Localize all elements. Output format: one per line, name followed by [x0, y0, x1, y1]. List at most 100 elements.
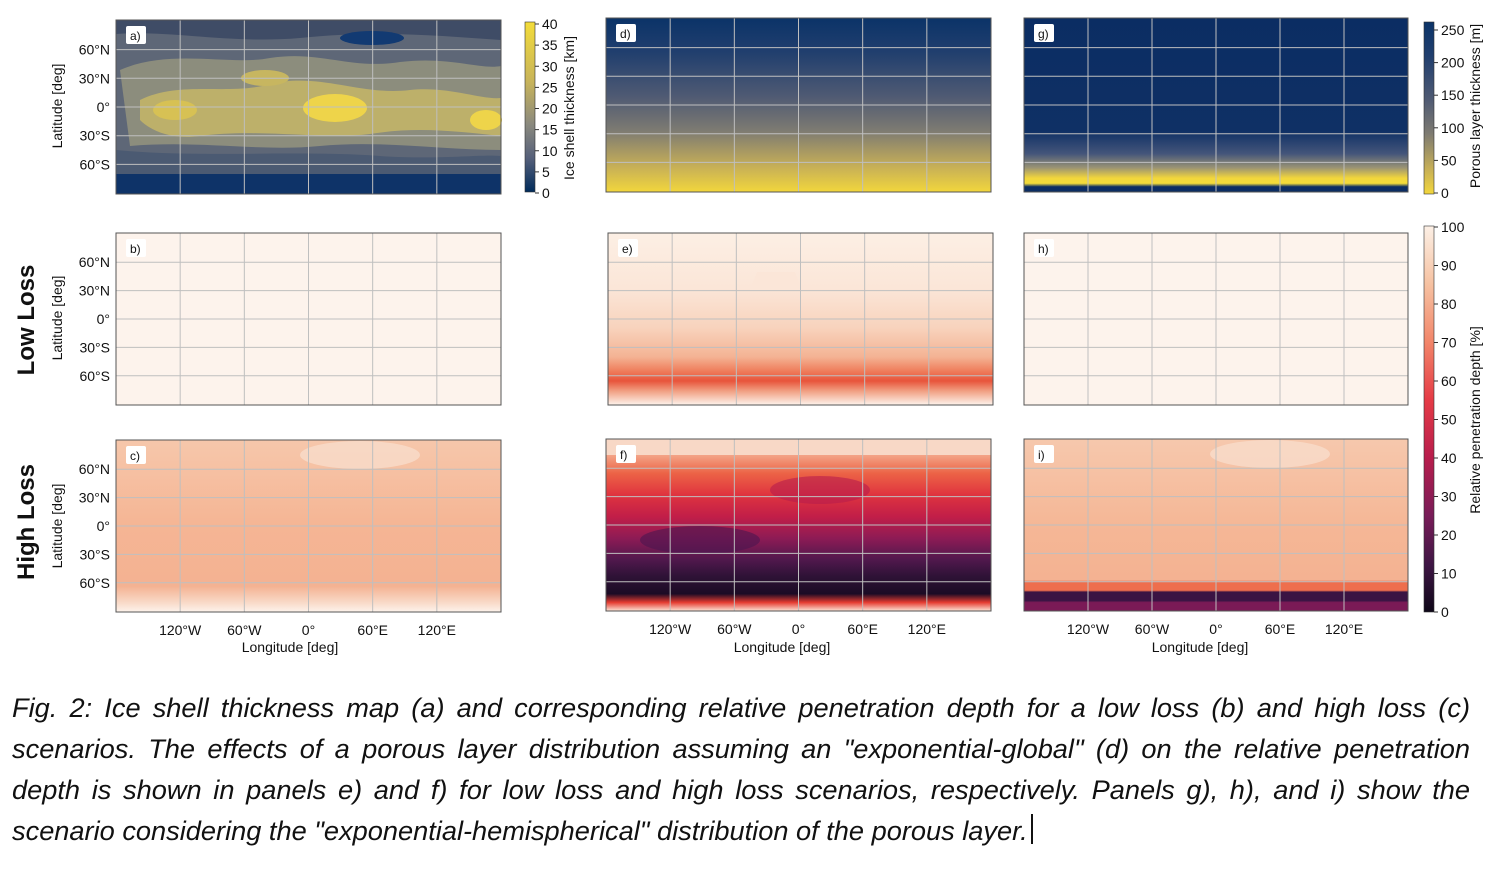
- lon-tick-label: 120°W: [1067, 621, 1110, 637]
- panel-frame: [1023, 232, 1409, 406]
- lon-tick-label: 120°W: [159, 622, 202, 638]
- colorbar-tick-label: 80: [1441, 296, 1457, 312]
- panel-letter-i: i): [1038, 448, 1045, 462]
- colorbar-penetration-label: Relative penetration depth [%]: [1467, 326, 1483, 514]
- lat-tick-labels: 60°N 30°N 0° 30°S 60°S 60°N 30°N 0° 30°S 60°S 60°N…: [79, 42, 110, 591]
- panel-letter-f: f): [620, 448, 627, 462]
- panel-letter-c: c): [130, 449, 140, 463]
- colorbar-tick-label: 25: [542, 79, 558, 95]
- lon-tick-label: 0°: [792, 621, 805, 637]
- lat-tick-label: 30°N: [79, 70, 110, 86]
- colorbar-tick-label: 40: [1441, 450, 1457, 466]
- lon-tick-label: 120°E: [908, 621, 946, 637]
- lon-tick-label: 120°E: [418, 622, 456, 638]
- panel-letter-badge: [616, 445, 636, 463]
- lat-tick-label: 60°N: [79, 254, 110, 270]
- colorbar-tick-label: 0: [1441, 185, 1449, 201]
- panel-letter-g: g): [1038, 27, 1049, 41]
- ylabel-a: Latitude [deg]: [49, 64, 65, 149]
- text-cursor: [1030, 814, 1033, 845]
- colorbar-ice: 40 35 30 25 20 15 10 5 0 Ice shell thickness [km…: [524, 16, 577, 201]
- panel-frame: [1023, 438, 1409, 612]
- x-axis-labels: Longitude [deg] Longitude [deg] Longitud…: [242, 639, 1249, 655]
- panel-letter-h: h): [1038, 242, 1049, 256]
- colorbar-tick-label: 90: [1441, 258, 1457, 274]
- row-label-high-loss: High Loss: [13, 464, 40, 580]
- ylabel-b: Latitude [deg]: [49, 276, 65, 361]
- figure: Low Loss High Loss: [13, 16, 1483, 655]
- panel-letter-badge: [126, 239, 146, 257]
- lat-tick-label: 30°N: [79, 490, 110, 506]
- panel-letter-d: d): [620, 27, 631, 41]
- panel-letter-badge: [618, 239, 638, 257]
- lon-tick-label: 0°: [1209, 621, 1222, 637]
- xlabel-2: Longitude [deg]: [734, 639, 831, 655]
- lat-tick-label: 60°S: [79, 156, 110, 172]
- colorbar-tick-label: 30: [1441, 489, 1457, 505]
- colorbar-tick-label: 10: [542, 143, 558, 159]
- panel-letter-badge: [126, 446, 146, 464]
- caption-text: Fig. 2: Ice shell thickness map (a) and …: [12, 692, 1470, 847]
- panel-letter-a: a): [130, 29, 141, 43]
- colorbar-tick-label: 60: [1441, 373, 1457, 389]
- xlabel-3: Longitude [deg]: [1152, 639, 1249, 655]
- xlabel-1: Longitude [deg]: [242, 639, 339, 655]
- y-axis-labels: Latitude [deg] Latitude [deg] Latitude […: [49, 64, 65, 569]
- colorbar-tick-label: 20: [542, 101, 558, 117]
- panel-letter-badge: [1034, 239, 1054, 257]
- lon-tick-label: 0°: [302, 622, 315, 638]
- colorbar-tick-label: 0: [542, 185, 550, 201]
- colorbar-tick-label: 50: [1441, 412, 1457, 428]
- lat-tick-label: 30°S: [79, 128, 110, 144]
- lat-tick-label: 30°S: [79, 339, 110, 355]
- lat-tick-label: 0°: [97, 311, 110, 327]
- colorbar-tick-label: 40: [542, 16, 558, 32]
- lat-tick-label: 30°S: [79, 546, 110, 562]
- lon-tick-label: 60°E: [847, 621, 878, 637]
- lat-tick-label: 60°S: [79, 368, 110, 384]
- colorbar-tick-label: 100: [1441, 219, 1465, 235]
- panel-frame: [115, 439, 502, 613]
- panel-letter-badge: [1034, 24, 1054, 42]
- colorbar-tick-label: 150: [1441, 87, 1465, 103]
- colorbar-tick-label: 30: [542, 58, 558, 74]
- lat-tick-label: 60°S: [79, 575, 110, 591]
- lon-tick-labels: 120°W 60°W 0° 60°E 120°E 120°W 60°W 0° 60°E 120°E…: [159, 621, 1363, 638]
- colorbar-tick-label: 10: [1441, 566, 1457, 582]
- colorbar-tick-label: 5: [542, 164, 550, 180]
- colorbar-porous-label: Porous layer thickness [m]: [1467, 24, 1483, 188]
- colorbar-tick-label: 70: [1441, 335, 1457, 351]
- lat-tick-label: 60°N: [79, 461, 110, 477]
- row-label-low-loss: Low Loss: [13, 265, 40, 376]
- lon-tick-label: 60°E: [1265, 621, 1296, 637]
- panel-letter-b: b): [130, 242, 141, 256]
- colorbar-tick-label: 20: [1441, 527, 1457, 543]
- lon-tick-label: 120°W: [649, 621, 692, 637]
- ylabel-c: Latitude [deg]: [49, 484, 65, 569]
- lon-tick-label: 60°W: [717, 621, 752, 637]
- lon-tick-label: 60°E: [357, 622, 388, 638]
- colorbar-tick-label: 0: [1441, 604, 1449, 620]
- colorbar-tick-label: 35: [542, 37, 558, 53]
- panel-frame: [115, 19, 502, 195]
- grid-lines: [115, 17, 1409, 613]
- panel-frame: [607, 232, 994, 406]
- lat-tick-label: 0°: [97, 99, 110, 115]
- panel-letter-e: e): [622, 242, 633, 256]
- lon-tick-label: 120°E: [1325, 621, 1363, 637]
- lat-tick-label: 60°N: [79, 42, 110, 58]
- panel-letter-badge: [126, 26, 146, 44]
- panel-frame: [605, 17, 992, 193]
- panel-letter-badge: [1034, 445, 1054, 463]
- panel-letter-badge: [616, 24, 636, 42]
- lat-tick-label: 0°: [97, 518, 110, 534]
- colorbar-tick-label: 50: [1441, 152, 1457, 168]
- colorbar-tick-label: 250: [1441, 22, 1465, 38]
- lon-tick-label: 60°W: [227, 622, 262, 638]
- panel-frame: [1023, 17, 1409, 193]
- colorbar-tick-label: 15: [542, 122, 558, 138]
- colorbar-tick-label: 200: [1441, 55, 1465, 71]
- colorbar-ice-label: Ice shell thickness [km]: [561, 36, 577, 180]
- panel-frame: [115, 232, 502, 406]
